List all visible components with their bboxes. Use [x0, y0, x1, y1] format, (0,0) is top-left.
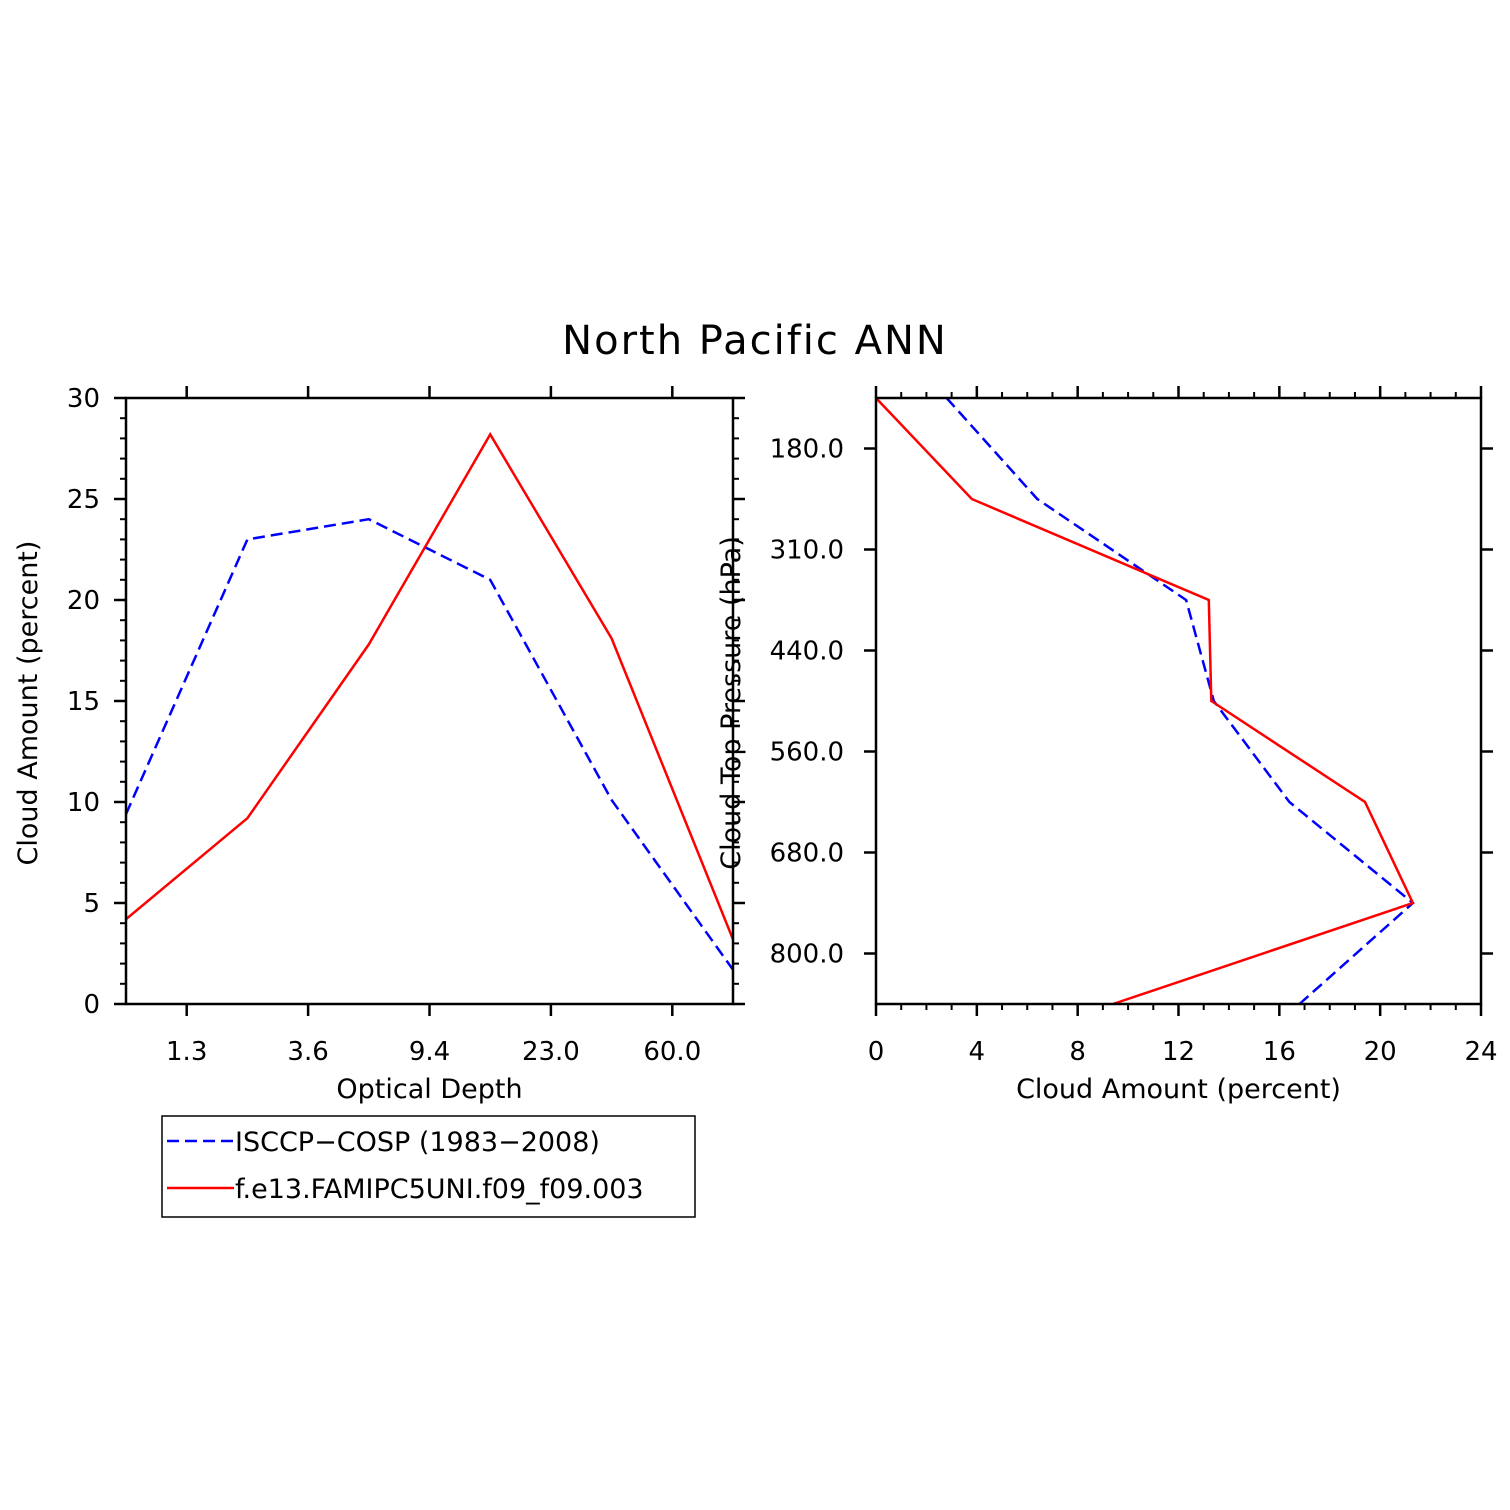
x-axis-label: Cloud Amount (percent) — [1016, 1074, 1341, 1105]
legend-label-model: f.e13.FAMIPC5UNI.f09_f09.003 — [235, 1174, 644, 1205]
legend-label-obs: ISCCP−COSP (1983−2008) — [235, 1127, 600, 1158]
y-tick-label: 0 — [83, 990, 100, 1020]
x-tick-label: 16 — [1263, 1037, 1296, 1067]
y-tick-label: 680.0 — [770, 839, 844, 869]
plot-frame — [124, 396, 735, 1006]
x-axis-label: Optical Depth — [336, 1074, 522, 1105]
plot-frame — [874, 396, 1483, 1006]
series-line-obs — [124, 517, 735, 971]
y-tick-label: 15 — [67, 687, 100, 717]
y-tick-label: 440.0 — [770, 637, 844, 667]
x-tick-label: 3.6 — [287, 1037, 328, 1067]
y-tick-label: 180.0 — [770, 435, 844, 465]
y-tick-label: 10 — [67, 788, 100, 818]
x-tick-label: 1.3 — [166, 1037, 207, 1067]
y-tick-label: 20 — [67, 586, 100, 616]
cloud-top-pressure-chart: 0 4 8 12 16 20 24 180.0 310.0 440.0 560.0 680.0 800.… — [716, 386, 1498, 1105]
x-tick-label: 0 — [868, 1037, 885, 1067]
y-tick-label: 310.0 — [770, 536, 844, 566]
y-tick-label: 5 — [83, 889, 100, 919]
y-tick-label: 25 — [67, 485, 100, 515]
series-line-obs — [945, 397, 1415, 1005]
legend-box — [161, 1115, 696, 1218]
x-tick-label: 24 — [1464, 1037, 1497, 1067]
x-tick-label: 8 — [1069, 1037, 1086, 1067]
y-axis-label: Cloud Amount (percent) — [13, 541, 44, 866]
x-tick-label: 9.4 — [409, 1037, 450, 1067]
series-line-model — [875, 397, 1415, 1006]
x-tick-label: 60.0 — [643, 1037, 701, 1067]
y-axis-label: Cloud Top Pressure (hPa) — [716, 536, 747, 870]
series-line-model — [125, 431, 735, 940]
y-tick-label: 800.0 — [770, 940, 844, 970]
x-tick-label: 12 — [1162, 1037, 1195, 1067]
x-tick-label: 20 — [1364, 1037, 1397, 1067]
optical-depth-chart: 0 5 10 15 20 25 30 1.3 3.6 9.4 23.0 60.0 Optical Dep… — [13, 384, 745, 1105]
x-tick-label: 23.0 — [522, 1037, 580, 1067]
x-tick-label: 4 — [969, 1037, 986, 1067]
legend: ISCCP−COSP (1983−2008) f.e13.FAMIPC5UNI.… — [161, 1115, 696, 1218]
y-tick-label: 30 — [67, 384, 100, 414]
y-tick-label: 560.0 — [770, 738, 844, 768]
figure-title: North Pacific ANN — [562, 318, 948, 364]
